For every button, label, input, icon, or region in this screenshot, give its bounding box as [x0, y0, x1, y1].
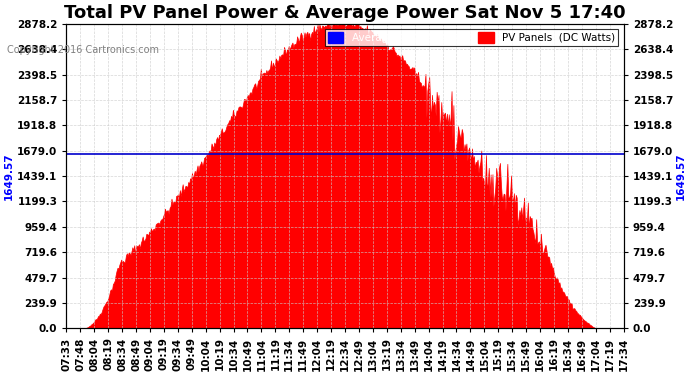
Text: Copyright 2016 Cartronics.com: Copyright 2016 Cartronics.com — [7, 45, 159, 55]
Y-axis label: 1649.57: 1649.57 — [4, 152, 14, 200]
Y-axis label: 1649.57: 1649.57 — [676, 152, 686, 200]
Title: Total PV Panel Power & Average Power Sat Nov 5 17:40: Total PV Panel Power & Average Power Sat… — [64, 4, 626, 22]
Legend: Average  (DC Watts), PV Panels  (DC Watts): Average (DC Watts), PV Panels (DC Watts) — [325, 29, 618, 46]
